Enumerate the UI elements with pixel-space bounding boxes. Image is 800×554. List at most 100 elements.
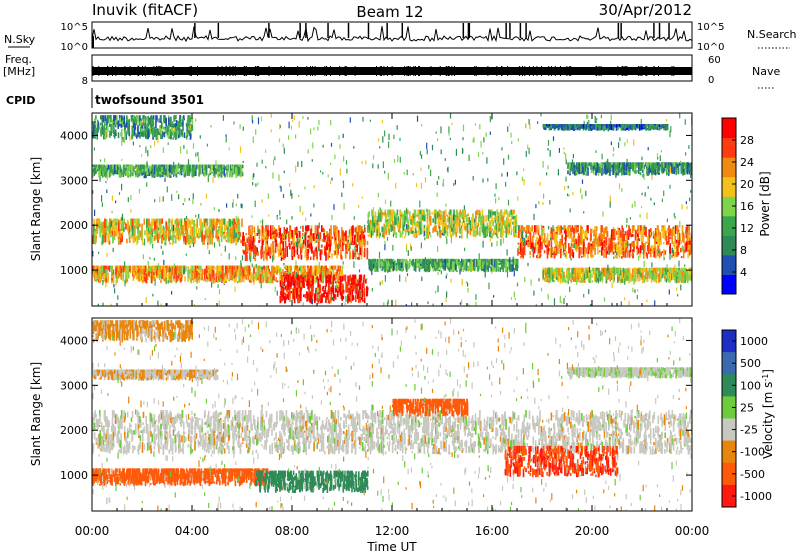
scatter-cell [672, 226, 674, 235]
scatter-cell [402, 214, 404, 225]
scatter-cell [601, 242, 604, 250]
scatter-cell [381, 226, 383, 233]
scatter-cell [560, 248, 562, 259]
scatter-cell [662, 267, 664, 274]
scatter-cell [242, 249, 244, 253]
scatter-cell [243, 235, 245, 241]
scatter-cell [297, 280, 299, 289]
scatter-cell [204, 268, 207, 275]
scatter-cell [448, 216, 451, 228]
scatter-cell [215, 273, 217, 276]
scatter-cell [140, 271, 142, 278]
scatter-cell [205, 218, 207, 225]
scatter-cell [670, 228, 673, 234]
scatter-cell [304, 232, 307, 241]
scatter-cell [359, 225, 361, 234]
scatter-cell [492, 220, 494, 227]
scatter-cell [496, 233, 498, 237]
scatter-cell [262, 270, 265, 281]
scatter-cell [275, 277, 277, 282]
scatter-cell [628, 231, 630, 237]
scatter-cell [486, 222, 488, 227]
scatter-cell [688, 251, 691, 256]
scatter-cell [159, 222, 161, 226]
scatter-cell [502, 228, 504, 237]
scatter-cell [646, 253, 648, 259]
scatter-cell [575, 243, 578, 250]
scatter-cell [625, 268, 628, 274]
scatter-cell [598, 250, 601, 253]
scatter-cell [177, 226, 179, 233]
scatter-cell [649, 231, 652, 236]
scatter-cell [121, 231, 124, 236]
scatter-cell [371, 209, 373, 217]
scatter-cell [255, 246, 258, 255]
scatter-cell [645, 276, 648, 279]
scatter-cell [658, 268, 661, 276]
scatter-cell [442, 223, 444, 231]
scatter-cell [539, 253, 541, 258]
scatter-cell [660, 240, 662, 245]
scatter-cell [669, 229, 671, 236]
scatter-cell [676, 246, 679, 257]
scatter-cell [354, 227, 356, 233]
scatter-cell [330, 225, 332, 236]
scatter-cell [481, 258, 483, 263]
scatter-cell [577, 275, 580, 280]
scatter-cell [212, 267, 215, 270]
scatter-cell [162, 277, 165, 281]
scatter-cell [449, 263, 452, 270]
scatter-cell [510, 231, 513, 236]
scatter-cell [358, 241, 360, 246]
scatter-cell [419, 258, 421, 262]
scatter-cell [249, 249, 252, 258]
scatter-cell [630, 273, 632, 280]
scatter-cell [407, 219, 409, 223]
scatter-cell [348, 291, 350, 297]
scatter-cell [423, 228, 425, 237]
scatter-cell [321, 225, 323, 233]
scatter-cell [352, 275, 355, 281]
scatter-cell [482, 215, 485, 225]
scatter-cell [423, 258, 426, 262]
scatter-cell [142, 266, 144, 269]
scatter-cell [291, 277, 293, 286]
scatter-cell [203, 268, 206, 280]
scatter-cell [223, 272, 226, 281]
scatter-cell [391, 221, 394, 230]
scatter-cell [361, 238, 364, 244]
scatter-cell [215, 275, 218, 283]
scatter-cell [289, 274, 291, 283]
scatter-cell [586, 237, 589, 241]
scatter-cell [600, 225, 602, 235]
scatter-cell [426, 215, 429, 218]
scatter-cell [201, 231, 203, 242]
scatter-cell [142, 242, 144, 246]
scatter-cell [237, 164, 239, 176]
scatter-cell [357, 225, 359, 237]
scatter-cell [580, 246, 582, 254]
scatter-cell [432, 258, 434, 264]
scatter-cell [115, 225, 117, 232]
scatter-cell [502, 216, 505, 226]
scatter-cell [154, 266, 156, 275]
scatter-cell [504, 209, 506, 215]
scatter-cell [296, 267, 299, 278]
scatter-cell [474, 211, 477, 223]
scatter-cell [208, 265, 211, 271]
scatter-cell [143, 265, 146, 270]
scatter-cell [343, 274, 345, 281]
scatter-cell [331, 236, 334, 239]
scatter-cell [492, 211, 495, 215]
scatter-cell [194, 239, 197, 243]
scatter-cell [160, 223, 162, 227]
scatter-cell [306, 248, 308, 257]
scatter-cell [315, 247, 318, 252]
scatter-cell [532, 245, 535, 258]
scatter-cell [446, 258, 448, 267]
scatter-cell [117, 269, 120, 275]
scatter-cell [641, 276, 644, 284]
scatter-cell [170, 235, 173, 241]
scatter-cell [124, 222, 127, 225]
scatter-cell [352, 295, 355, 301]
